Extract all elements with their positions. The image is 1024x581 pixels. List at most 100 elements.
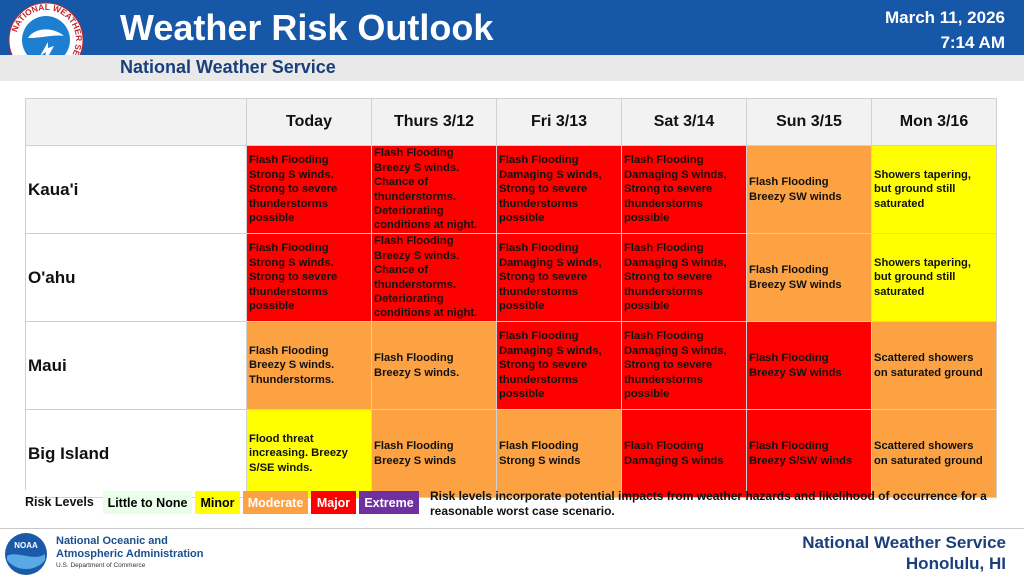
row-header: Big Island — [26, 410, 247, 498]
cell-text-line: possible — [624, 212, 670, 225]
risk-cell: Flash Flooding Breezy SW winds — [747, 234, 872, 322]
cell-text-line: thunderstorms — [249, 197, 328, 210]
cell-text-line: Strong S winds — [499, 454, 581, 467]
cell-text-line: thunderstorms — [624, 197, 703, 210]
cell-text-line: Strong to severe — [624, 183, 713, 196]
cell-text-line: Flash Flooding — [374, 235, 454, 248]
column-header: Fri 3/13 — [497, 99, 622, 146]
cell-text-line: Flash Flooding — [624, 242, 704, 255]
cell-text-line: Strong S winds. — [249, 168, 334, 181]
cell-text-line: possible — [624, 388, 670, 401]
title: Weather Risk Outlook — [120, 7, 494, 48]
risk-cell: Flash Flooding Damaging S winds, Strong to… — [622, 146, 747, 234]
column-header: Today — [247, 99, 372, 146]
cell-text-line: Strong to severe — [624, 359, 713, 372]
cell-text-line: Flash Flooding — [249, 154, 329, 167]
cell-text-line: conditions at night. — [374, 219, 478, 232]
cell-text-line: Flash Flooding — [374, 440, 454, 453]
column-header: Thurs 3/12 — [372, 99, 497, 146]
agency-line2: Atmospheric Administration — [56, 548, 204, 560]
cell-text-line: Strong to severe — [499, 183, 588, 196]
cell-text-line: Flash Flooding — [249, 344, 329, 357]
column-header: Sun 3/15 — [747, 99, 872, 146]
cell-text-line: Strong to severe — [249, 271, 338, 284]
cell-text-line: on saturated ground — [874, 366, 983, 379]
cell-text-line: Flash Flooding — [374, 352, 454, 365]
department: U.S. Department of Commerce — [56, 562, 146, 569]
legend-item: Moderate — [243, 491, 308, 514]
cell-text-line: Breezy S winds. — [374, 161, 460, 174]
cell-text-line: Flash Flooding — [624, 440, 704, 453]
footer-rule — [0, 528, 1024, 529]
cell-text-line: Showers tapering, — [874, 168, 971, 181]
risk-cell: Flash Flooding Damaging S winds, Strong to… — [497, 234, 622, 322]
cell-text-line: Thunderstorms. — [249, 373, 335, 386]
cell-text-line: thunderstorms. — [374, 278, 457, 291]
cell-text-line: Damaging S winds, — [499, 168, 602, 181]
risk-cell: Flash Flooding Breezy SW winds — [747, 146, 872, 234]
cell-text-line: Flash Flooding — [624, 330, 704, 343]
cell-text-line: Flash Flooding — [499, 440, 579, 453]
cell-text-line: thunderstorms. — [374, 190, 457, 203]
risk-cell: Scattered showers on saturated ground — [872, 410, 997, 498]
cell-text-line: Breezy SW winds — [749, 190, 842, 203]
cell-text-line: possible — [249, 212, 295, 225]
risk-cell: Flash Flooding Damaging S winds, Strong to… — [497, 146, 622, 234]
cell-text-line: possible — [499, 388, 545, 401]
subheader-bar — [0, 55, 1024, 81]
cell-text-line: Breezy S/SW winds — [749, 454, 853, 467]
cell-text-line: possible — [499, 300, 545, 313]
risk-cell: Flash Flooding Breezy S/SW winds — [747, 410, 872, 498]
row-header: Kaua'i — [26, 146, 247, 234]
cell-text-line: thunderstorms — [249, 285, 328, 298]
risk-cell: Flash Flooding Strong S winds. Strong to s… — [247, 146, 372, 234]
cell-text-line: Flash Flooding — [749, 352, 829, 365]
risk-cell: Flash Flooding Damaging S winds — [622, 410, 747, 498]
subtitle: National Weather Service — [120, 57, 336, 77]
cell-text-line: Flood threat — [249, 432, 314, 445]
cell-text-line: thunderstorms — [499, 373, 578, 386]
cell-text-line: Flash Flooding — [499, 242, 579, 255]
column-header: Sat 3/14 — [622, 99, 747, 146]
cell-text-line: Damaging S winds, — [624, 344, 727, 357]
location: Honolulu, HI — [905, 554, 1006, 573]
corner-cell — [26, 99, 247, 146]
agency-line1: National Oceanic and — [56, 535, 168, 547]
cell-text-line: Flash Flooding — [249, 242, 329, 255]
row-header: Maui — [26, 322, 247, 410]
risk-cell: Flash Flooding Strong S winds — [497, 410, 622, 498]
noaa-logo: NOAA — [5, 533, 47, 575]
risk-cell: Flash Flooding Breezy S winds. — [372, 322, 497, 410]
cell-text-line: possible — [499, 212, 545, 225]
cell-text-line: Strong to severe — [499, 271, 588, 284]
header-bar — [0, 0, 1024, 55]
row-header: O'ahu — [26, 234, 247, 322]
cell-text-line: Flash Flooding — [749, 176, 829, 189]
cell-text-line: thunderstorms — [499, 197, 578, 210]
cell-text-line: Damaging S winds — [624, 454, 724, 467]
cell-text-line: S/SE winds. — [249, 461, 313, 474]
risk-cell: Flash Flooding Breezy SW winds — [747, 322, 872, 410]
cell-text-line: Chance of — [374, 176, 429, 189]
cell-text-line: Flash Flooding — [499, 330, 579, 343]
risk-cell: Flash Flooding Damaging S winds, Strong to… — [622, 322, 747, 410]
cell-text-line: Strong S winds. — [249, 256, 334, 269]
legend-item: Extreme — [359, 491, 419, 514]
cell-text-line: Flash Flooding — [499, 154, 579, 167]
cell-text-line: Deteriorating — [374, 292, 444, 305]
cell-text-line: Scattered showers — [874, 440, 974, 453]
column-header: Mon 3/16 — [872, 99, 997, 146]
risk-cell: Flash Flooding Breezy S winds. Chance of th… — [372, 234, 497, 322]
cell-text-line: increasing. Breezy — [249, 447, 348, 460]
risk-cell: Flash Flooding Damaging S winds, Strong to… — [497, 322, 622, 410]
legend-item: Major — [311, 491, 356, 514]
cell-text-line: Flash Flooding — [374, 147, 454, 160]
cell-text-line: but ground still — [874, 183, 956, 196]
cell-text-line: but ground still — [874, 271, 956, 284]
cell-text-line: on saturated ground — [874, 454, 983, 467]
risk-table: Today Thurs 3/12 Fri 3/13 Sat 3/14 Sun 3/15 M… — [25, 98, 997, 498]
cell-text-line: Damaging S winds, — [624, 256, 727, 269]
cell-text-line: saturated — [874, 197, 925, 210]
risk-cell: Flood threat increasing. Breezy S/SE winds… — [247, 410, 372, 498]
